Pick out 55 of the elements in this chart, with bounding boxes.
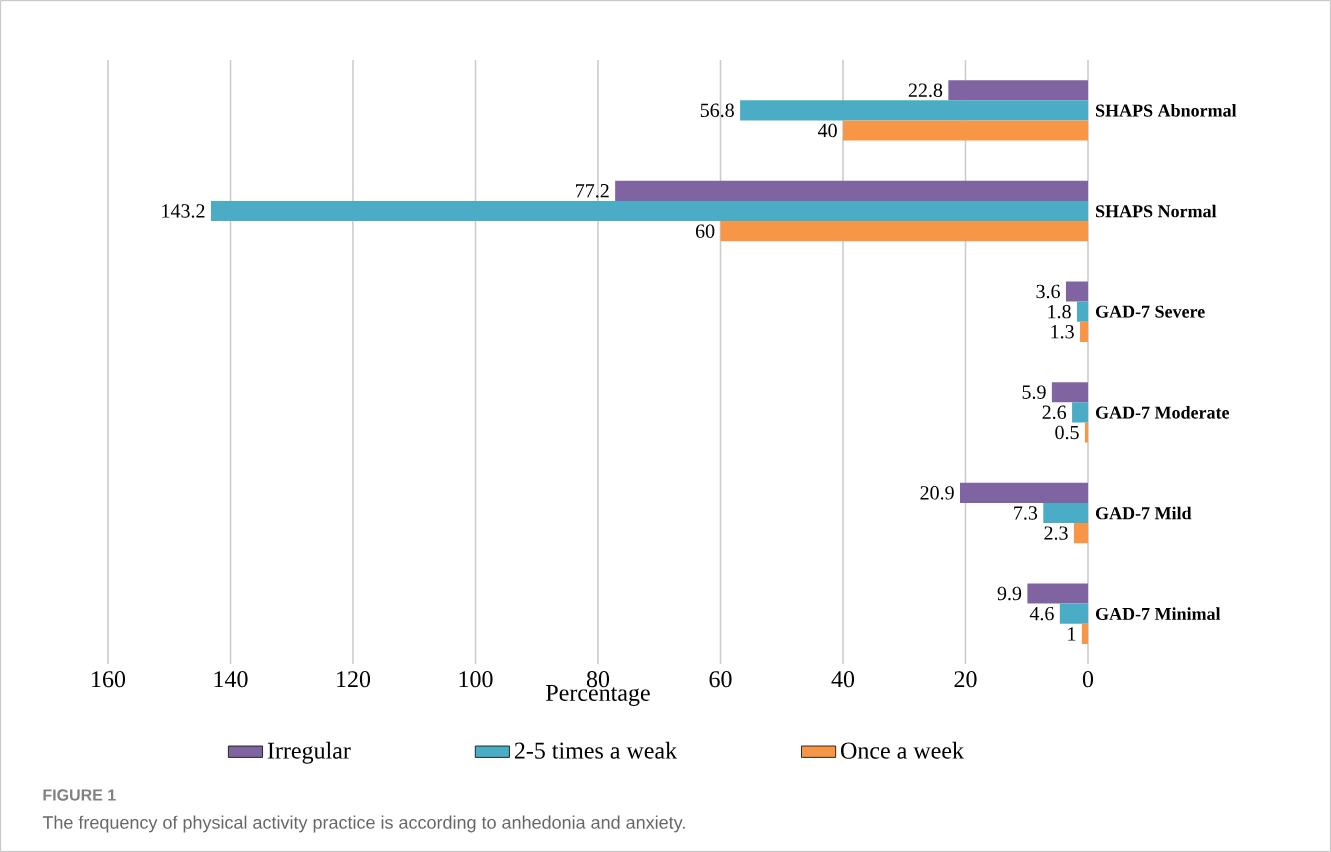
bar xyxy=(1081,623,1088,644)
x-tick-label: 100 xyxy=(459,671,493,688)
bar xyxy=(1059,603,1088,624)
x-tick-label: 0 xyxy=(1082,671,1094,688)
y-tick-label: GAD-7 Severe xyxy=(1095,305,1205,318)
x-tick-label: 160 xyxy=(92,671,126,688)
legend-label: 2-5 times a weak xyxy=(514,741,678,759)
bar xyxy=(1073,523,1088,544)
data-label: 22.8 xyxy=(908,83,943,97)
legend-label: Once a week xyxy=(841,741,964,759)
data-label: 143.2 xyxy=(162,204,205,218)
x-tick-label: 20 xyxy=(954,671,977,688)
bar xyxy=(1043,502,1088,524)
bar xyxy=(720,221,1088,242)
y-tick-label: SHAPS Abnormal xyxy=(1096,104,1237,117)
bar xyxy=(1084,422,1088,443)
y-tick-label: GAD-7 Moderate xyxy=(1095,406,1230,419)
bar xyxy=(1080,321,1088,342)
bar xyxy=(615,180,1088,201)
bar xyxy=(843,120,1088,141)
x-tick-label: 140 xyxy=(214,671,248,688)
data-label: 1.8 xyxy=(1048,304,1071,319)
x-tick-label: 40 xyxy=(831,671,855,688)
bar xyxy=(1027,583,1088,604)
y-tick-label: GAD-7 Mild xyxy=(1095,506,1192,520)
data-label: 5.9 xyxy=(1022,385,1046,399)
bar xyxy=(1051,382,1088,403)
bar xyxy=(948,80,1088,101)
data-label: 3.6 xyxy=(1036,284,1060,299)
bar xyxy=(1076,301,1088,322)
bar xyxy=(740,100,1088,121)
y-tick-label: GAD-7 Minimal xyxy=(1095,607,1221,621)
data-label: 60 xyxy=(695,224,715,238)
bar xyxy=(1072,402,1088,423)
y-tick-label: SHAPS Normal xyxy=(1096,204,1217,218)
text: The frequency of physical activity practice is according to anhedonia and anxiety. xyxy=(42,815,685,833)
data-label: 56.8 xyxy=(700,103,734,118)
caption: FIGURE 1 xyxy=(43,789,116,801)
data-label: 0.5 xyxy=(1055,425,1079,440)
bar xyxy=(1065,281,1088,302)
data-label: 2.3 xyxy=(1044,526,1068,540)
data-label: 77.2 xyxy=(576,184,609,198)
data-label: 2.6 xyxy=(1042,405,1067,420)
data-label: 1.3 xyxy=(1051,325,1074,339)
data-label: 40 xyxy=(817,123,837,138)
data-label: 7.3 xyxy=(1014,506,1038,520)
data-label: 1 xyxy=(1068,627,1076,641)
data-label: 9.9 xyxy=(997,586,1022,601)
bar xyxy=(959,482,1088,503)
data-label: 20.9 xyxy=(920,486,954,500)
x-tick-label: 60 xyxy=(709,671,732,688)
data-label: 4.6 xyxy=(1029,606,1054,621)
legend-label: Irregular xyxy=(267,741,351,764)
x-tick-label: 120 xyxy=(337,671,371,688)
bar xyxy=(210,200,1088,222)
